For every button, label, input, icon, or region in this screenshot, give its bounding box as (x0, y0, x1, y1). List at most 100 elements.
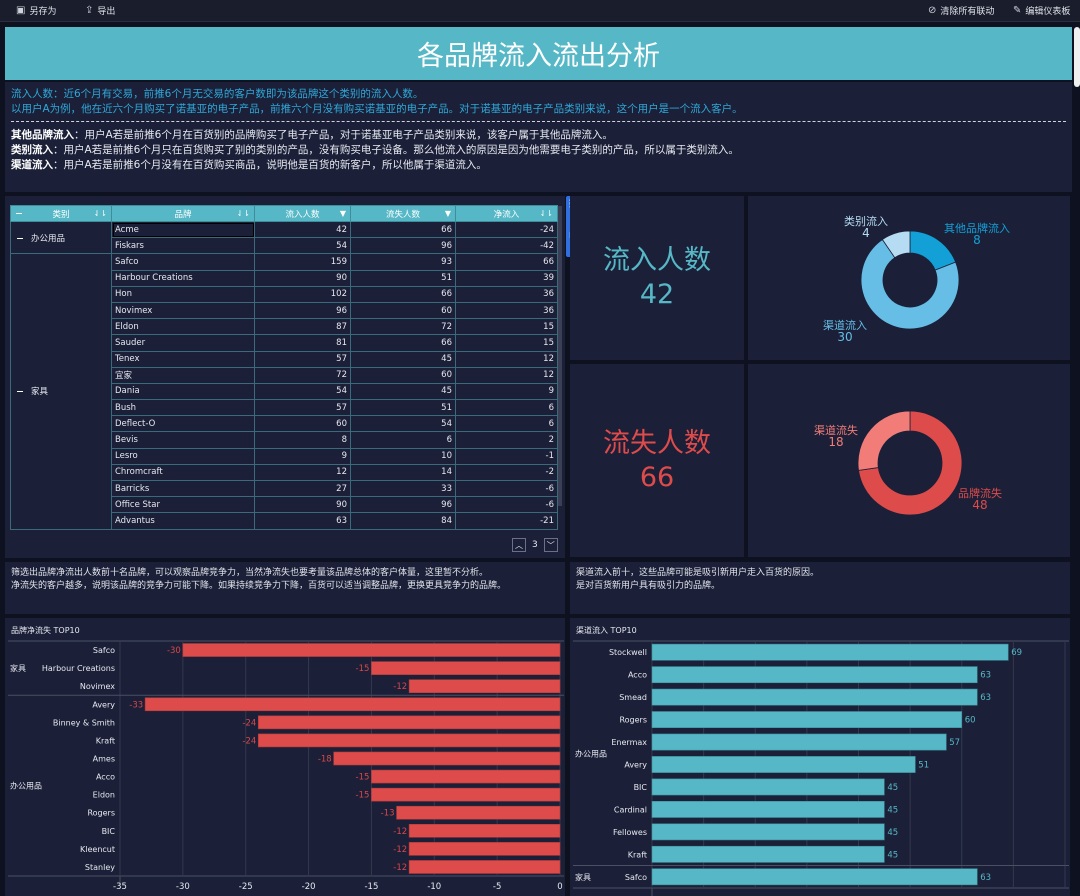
clear-links-button[interactable]: ⊘ 清除所有联动 (928, 4, 994, 17)
data-label: -24 (242, 736, 256, 746)
category-cell[interactable]: 办公用品 (10, 220, 112, 255)
prev-page-button[interactable]: ︿ (512, 538, 526, 552)
table-row[interactable]: Hon 102 66 36 (11, 285, 558, 303)
bar (144, 697, 561, 712)
table-row[interactable]: Novimex 96 60 36 (11, 301, 558, 320)
inflow-cell: 63 (254, 512, 351, 530)
table-row[interactable]: Advantus 63 84 -21 (11, 512, 558, 530)
table-row[interactable]: Lesro 9 10 -1 (11, 447, 558, 465)
bar (408, 860, 561, 874)
outflow-cell: 10 (350, 447, 456, 465)
brand-cell: Deflect-O (111, 415, 255, 433)
category-label: Fellowes (613, 828, 647, 837)
header-net-inflow[interactable]: 净流入 ⇃⇂ (455, 205, 558, 222)
x-tick-label: -10 (427, 882, 441, 892)
outflow-cell: 14 (350, 463, 456, 482)
bar (257, 715, 561, 730)
category-label: Binney & Smith (53, 718, 115, 727)
header-inflow[interactable]: 流入人数 ▼ (254, 205, 351, 222)
sort-icon[interactable]: ⇃⇂ (539, 209, 553, 218)
table-row[interactable]: Sauder 81 66 15 (11, 334, 558, 352)
collapse-icon[interactable] (17, 391, 23, 393)
bar (371, 661, 561, 675)
inflow-cell: 102 (254, 285, 351, 303)
category-label: Avery (92, 700, 115, 709)
table-row[interactable]: 家具 Safco 159 93 66 (10, 253, 558, 530)
header-category[interactable]: 类别 ⇃⇂ (10, 205, 112, 222)
data-label: -15 (356, 773, 370, 783)
right-note-panel: 渠道流入前十，这些品牌可能是吸引新用户走入百货的原因。 是对百货新用户具有吸引力… (570, 562, 1070, 614)
donut-slice (857, 410, 911, 471)
category-label: Rogers (619, 716, 647, 725)
left-note-panel: 筛选出品牌净流出人数前十名品牌，可以观察品牌竞争力，当然净流失也要考量该品牌总体… (5, 562, 565, 614)
definition-item: 渠道流入：用户A若是前推6个月没有在百货购买商品，说明他是百货的新客户，所以他属… (11, 159, 487, 171)
export-icon: ⇪ (85, 5, 94, 16)
data-label: -24 (242, 718, 256, 728)
outflow-cell: 54 (350, 415, 456, 433)
edit-dashboard-label: 编辑仪表板 (1025, 7, 1071, 17)
data-label: -12 (393, 845, 407, 855)
category-label: Enermax (611, 738, 647, 747)
next-page-button[interactable]: ﹀ (543, 538, 558, 552)
category-cell[interactable]: 家具 (10, 253, 112, 530)
outflow-cell: 84 (350, 512, 456, 530)
outflow-cell: 66 (350, 285, 456, 303)
group-label: 家具 (575, 872, 591, 882)
table-scrollbar[interactable] (558, 206, 562, 506)
bar (371, 769, 561, 784)
inflow-value: 42 (639, 279, 675, 310)
category-label: Stockwell (609, 648, 647, 657)
net-inflow-cell: -6 (455, 496, 558, 514)
data-label: 45 (887, 805, 898, 815)
net-inflow-cell: 39 (455, 269, 558, 287)
data-label: -12 (393, 682, 407, 692)
category-label: Harbour Creations (42, 664, 115, 673)
inflow-cell: 57 (254, 399, 351, 417)
edit-dashboard-button[interactable]: ✎ 编辑仪表板 (1013, 4, 1070, 17)
brand-cell: Fiskars (111, 237, 255, 255)
table-row[interactable]: 宜家 72 60 12 (11, 366, 558, 384)
data-label: 45 (887, 850, 898, 860)
bar (651, 666, 978, 684)
sort-desc-icon[interactable]: ▼ (339, 209, 346, 218)
inflow-cell: 54 (254, 237, 351, 255)
save-as-button[interactable]: ▣ 另存为 (16, 4, 56, 17)
scrollbar[interactable] (1074, 27, 1080, 87)
inflow-cell: 9 (254, 447, 351, 465)
table-row[interactable]: Office Star 90 96 -6 (11, 496, 558, 514)
net-inflow-cell: 9 (455, 382, 558, 401)
inflow-cell: 54 (254, 382, 351, 401)
outflow-label: 流失人数 (603, 427, 711, 459)
category-label: Cardinal (614, 805, 647, 814)
net-inflow-cell: -21 (455, 512, 558, 530)
sort-icon[interactable]: ⇃⇂ (236, 209, 250, 218)
save-icon: ▣ (16, 5, 26, 16)
category-label: Smead (619, 693, 647, 702)
net-inflow-cell: -6 (455, 479, 558, 498)
slice-label: 其他品牌流入 (944, 221, 1010, 235)
outflow-cell: 72 (350, 318, 456, 336)
net-inflow-cell: 15 (455, 318, 558, 336)
inflow-cell: 12 (254, 463, 351, 482)
header-outflow[interactable]: 流失人数 ▼ (350, 205, 456, 222)
table-row[interactable]: Deflect-O 60 54 6 (11, 415, 558, 433)
net-inflow-cell: 36 (455, 301, 558, 320)
data-label: -18 (318, 755, 332, 765)
brand-cell: Sauder (111, 334, 255, 352)
collapse-icon[interactable] (17, 237, 23, 239)
unlink-icon: ⊘ (928, 5, 937, 16)
net-loss-bar-chart: -35 -30 -25 -20 -15 -10 -5 0 家具 Safco -30 Harbour C… (8, 640, 564, 892)
brand-cell: Hon (111, 285, 255, 303)
bar (396, 805, 561, 820)
table-row[interactable]: Harbour Creations 90 51 39 (11, 269, 558, 287)
net-inflow-cell: -42 (455, 237, 558, 255)
export-button[interactable]: ⇪ 导出 (85, 4, 115, 17)
header-brand[interactable]: 品牌 ⇃⇂ (111, 205, 255, 222)
data-label: 51 (918, 761, 929, 771)
table-row[interactable]: 办公用品 Acme 42 66 -24 (10, 220, 558, 255)
sort-desc-icon[interactable]: ▼ (444, 209, 451, 218)
bar (408, 842, 561, 856)
outflow-cell: 66 (350, 334, 456, 352)
inflow-definition: 流入人数：近6个月有交易，前推6个月无交易的客户数即为该品牌这个类别的流入人数。 (11, 88, 424, 100)
sort-icon[interactable]: ⇃⇂ (93, 209, 107, 218)
